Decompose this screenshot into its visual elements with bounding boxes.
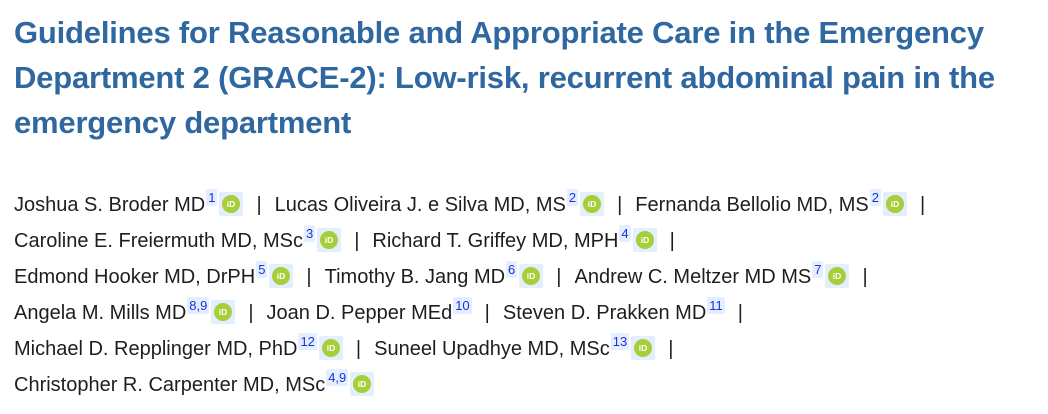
author-name-link[interactable]: Joan D. Pepper MEd	[266, 302, 453, 324]
affiliation-link[interactable]: 4,9	[326, 369, 349, 386]
affiliation-link[interactable]: 6	[506, 261, 518, 278]
author-line: Michael D. Repplinger MD, PhD 12 iD | Sune…	[14, 331, 1039, 367]
author-item: Steven D. Prakken MD 11	[503, 295, 725, 331]
author-item: Christopher R. Carpenter MD, MSc 4,9 iD	[14, 367, 375, 403]
affiliation-link[interactable]: 13	[610, 333, 630, 350]
author-separator: |	[919, 194, 926, 216]
svg-text:iD: iD	[833, 271, 842, 281]
affiliation-link[interactable]: 1	[206, 189, 218, 206]
orcid-icon[interactable]: iD	[219, 192, 244, 216]
author-line: Joshua S. Broder MD 1 iD | Lucas Oliveira …	[14, 187, 1039, 223]
orcid-icon[interactable]: iD	[211, 300, 236, 324]
author-name-link[interactable]: Andrew C. Meltzer MD MS	[574, 266, 812, 288]
author-item: Lucas Oliveira J. e Silva MD, MS 2 iD	[274, 187, 605, 223]
article-title: Guidelines for Reasonable and Appropriat…	[14, 15, 995, 140]
author-separator: |	[355, 338, 362, 360]
affiliation-link[interactable]: 2	[566, 189, 579, 206]
author-separator: |	[669, 230, 675, 252]
svg-text:iD: iD	[639, 343, 648, 353]
author-separator: |	[306, 266, 312, 288]
author-name-link[interactable]: Steven D. Prakken MD	[502, 302, 707, 324]
author-item: Andrew C. Meltzer MD MS 7 iD	[574, 259, 850, 295]
affiliation-link[interactable]: 4	[619, 225, 631, 242]
author-name-link[interactable]: Joshua S. Broder MD	[14, 194, 206, 216]
author-item: Richard T. Griffey MD, MPH 4 iD	[372, 223, 657, 259]
orcid-icon[interactable]: iD	[825, 264, 850, 288]
author-item: Joshua S. Broder MD 1 iD	[14, 187, 244, 223]
author-item: Suneel Upadhye MD, MSc 13 iD	[374, 331, 656, 367]
author-separator: |	[256, 194, 262, 216]
orcid-icon[interactable]: iD	[519, 264, 544, 288]
orcid-icon[interactable]: iD	[318, 336, 343, 360]
author-separator: |	[484, 302, 490, 324]
author-separator: |	[556, 266, 562, 288]
author-name-link[interactable]: Fernanda Bellolio MD, MS	[635, 194, 869, 216]
orcid-icon[interactable]: iD	[269, 264, 294, 288]
svg-text:iD: iD	[527, 271, 536, 281]
author-name-link[interactable]: Lucas Oliveira J. e Silva MD, MS	[274, 194, 566, 216]
author-separator: |	[617, 194, 623, 216]
svg-text:iD: iD	[891, 199, 900, 209]
affiliation-link[interactable]: 8,9	[187, 297, 210, 314]
author-item: Michael D. Repplinger MD, PhD 12 iD	[14, 331, 343, 367]
orcid-icon[interactable]: iD	[631, 336, 656, 360]
svg-text:iD: iD	[358, 379, 367, 389]
svg-text:iD: iD	[325, 235, 334, 245]
affiliation-link[interactable]: 7	[812, 261, 824, 278]
author-name-link[interactable]: Caroline E. Freiermuth MD, MSc	[14, 230, 303, 252]
author-name-link[interactable]: Richard T. Griffey MD, MPH	[372, 230, 619, 252]
author-item: Fernanda Bellolio MD, MS 2 iD	[635, 187, 907, 223]
svg-text:iD: iD	[277, 271, 286, 281]
svg-text:iD: iD	[327, 343, 336, 353]
author-separator: |	[737, 302, 743, 324]
affiliation-link[interactable]: 10	[453, 297, 472, 314]
affiliation-link[interactable]: 2	[869, 189, 881, 206]
orcid-icon[interactable]: iD	[317, 228, 342, 252]
svg-text:iD: iD	[219, 307, 228, 317]
author-line: Angela M. Mills MD 8,9 iD | Joan D. Pepper…	[14, 295, 1039, 331]
author-separator: |	[354, 230, 360, 252]
author-item: Joan D. Pepper MEd 10	[267, 295, 472, 331]
author-line: Edmond Hooker MD, DrPH 5 iD | Timothy B. J…	[14, 259, 1039, 295]
orcid-icon[interactable]: iD	[350, 372, 375, 396]
author-name-link[interactable]: Edmond Hooker MD, DrPH	[14, 266, 256, 288]
author-line: Caroline E. Freiermuth MD, MSc 3 iD | Rich…	[14, 223, 1039, 259]
author-separator: |	[248, 302, 254, 324]
svg-text:iD: iD	[588, 199, 597, 209]
author-item: Angela M. Mills MD 8,9 iD	[14, 295, 236, 331]
affiliation-link[interactable]: 12	[298, 333, 317, 350]
author-item: Edmond Hooker MD, DrPH 5 iD	[14, 259, 294, 295]
author-line: Christopher R. Carpenter MD, MSc 4,9 iD	[14, 367, 1039, 403]
svg-text:iD: iD	[227, 199, 236, 209]
author-separator: |	[668, 338, 674, 360]
orcid-icon[interactable]: iD	[580, 192, 605, 216]
affiliation-link[interactable]: 3	[303, 225, 316, 242]
author-name-link[interactable]: Michael D. Repplinger MD, PhD	[14, 338, 298, 360]
author-name-link[interactable]: Timothy B. Jang MD	[324, 266, 506, 288]
orcid-icon[interactable]: iD	[882, 192, 907, 216]
author-separator: |	[862, 266, 868, 288]
author-name-link[interactable]: Suneel Upadhye MD, MSc	[374, 338, 610, 360]
author-item: Timothy B. Jang MD 6 iD	[325, 259, 544, 295]
author-list: Joshua S. Broder MD 1 iD | Lucas Oliveira …	[14, 187, 1039, 403]
affiliation-link[interactable]: 11	[707, 297, 725, 314]
affiliation-link[interactable]: 5	[256, 261, 268, 278]
orcid-icon[interactable]: iD	[632, 228, 657, 252]
author-name-link[interactable]: Christopher R. Carpenter MD, MSc	[14, 374, 326, 396]
author-item: Caroline E. Freiermuth MD, MSc 3 iD	[14, 223, 342, 259]
author-name-link[interactable]: Angela M. Mills MD	[14, 302, 187, 324]
svg-text:iD: iD	[640, 235, 649, 245]
